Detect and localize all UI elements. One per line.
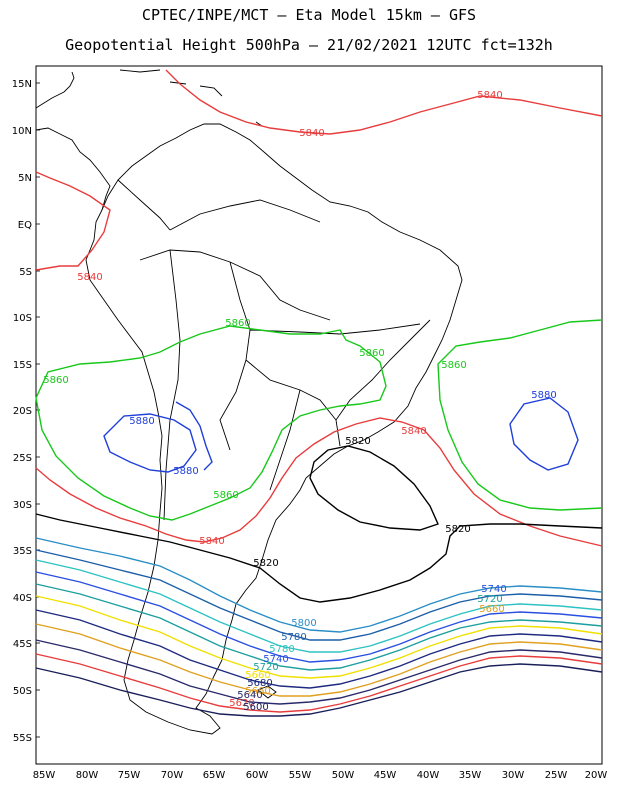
contour-label: 5840 <box>199 536 224 547</box>
lon-tick-label: 75W <box>118 770 141 781</box>
lon-tick-label: 45W <box>374 770 397 781</box>
contour-label: 5860 <box>213 490 238 501</box>
lon-tick-label: 50W <box>332 770 355 781</box>
contour-5840-south <box>35 417 603 547</box>
lon-tick-label: 65W <box>203 770 226 781</box>
lon-tick-label: 85W <box>33 770 56 781</box>
lat-tick-label: 40S <box>13 593 32 604</box>
contour-label: 5880 <box>531 390 556 401</box>
lon-tick-label: 55W <box>289 770 312 781</box>
lon-tick-label: 25W <box>545 770 568 781</box>
contour-label: 5840 <box>77 272 102 283</box>
contour-label: 5880 <box>129 416 154 427</box>
contour-label: 5660 <box>479 604 504 615</box>
contour-label: 5860 <box>225 318 250 329</box>
contour-5820-main <box>35 513 603 603</box>
contour-label: 5740 <box>481 584 506 595</box>
lat-tick-label: 15S <box>13 360 32 371</box>
contour-label: 5820 <box>253 558 278 569</box>
lat-tick-label: 5S <box>19 267 32 278</box>
map-title-line-2: Geopotential Height 500hPa – 21/02/2021 … <box>65 36 553 54</box>
contour-5860-atlantic <box>437 319 603 511</box>
lat-tick-label: 25S <box>13 453 32 464</box>
lat-tick-label: 35S <box>13 546 32 557</box>
lat-tick-label: 10S <box>13 313 32 324</box>
contour-5720 <box>35 583 603 671</box>
contour-label: 5740 <box>263 654 288 665</box>
contour-label: 5860 <box>441 360 466 371</box>
axis-ticks <box>36 82 40 738</box>
contour-5640 <box>35 639 603 705</box>
contour-5700 <box>35 595 603 679</box>
contour-label: 5860 <box>43 375 68 386</box>
contour-label: 5880 <box>173 466 198 477</box>
contour-label: 5720 <box>477 594 502 605</box>
contour-label: 5720 <box>253 662 278 673</box>
contour-label: 5840 <box>477 90 502 101</box>
contour-lines <box>35 69 603 717</box>
south-america-coast <box>85 123 463 735</box>
lat-tick-label: 30S <box>13 500 32 511</box>
lon-tick-label: 20W <box>585 770 608 781</box>
caribbean-islands <box>119 69 263 127</box>
contour-label: 5660 <box>245 686 270 697</box>
contour-label: 5600 <box>243 702 268 713</box>
lat-tick-label: 55S <box>13 733 32 744</box>
contour-label: 5820 <box>345 436 370 447</box>
lat-tick-label: 5N <box>18 173 32 184</box>
falkland-islands <box>257 685 277 699</box>
coastlines <box>35 69 463 735</box>
contour-label: 5860 <box>359 348 384 359</box>
lat-tick-label: EQ <box>18 220 32 231</box>
contour-5860-big <box>35 325 387 521</box>
contour-5660 <box>35 623 603 697</box>
contour-label: 5820 <box>445 524 470 535</box>
contour-5880-argentina <box>175 401 213 471</box>
contour-5600 <box>35 663 603 717</box>
lon-tick-label: 40W <box>417 770 440 781</box>
lon-tick-label: 30W <box>502 770 525 781</box>
contour-5880-bolivia <box>103 413 197 473</box>
contour-label: 5800 <box>291 618 316 629</box>
contour-label: 5780 <box>281 632 306 643</box>
lat-tick-label: 15N <box>12 79 32 90</box>
contour-5680 <box>35 609 603 689</box>
lon-tick-label: 70W <box>161 770 184 781</box>
contour-5620 <box>35 653 603 713</box>
contour-5820-loop <box>309 445 439 531</box>
contour-label: 5840 <box>299 128 324 139</box>
contour-labels: 5840 5840 5840 5840 5840 5860 5860 5860 … <box>43 90 556 713</box>
longitude-labels: 85W 80W 75W 70W 65W 60W 55W 50W 45W 40W … <box>33 770 608 781</box>
contour-5740 <box>35 571 603 663</box>
lat-tick-label: 45S <box>13 639 32 650</box>
contour-5840-west <box>35 171 111 271</box>
contour-label: 5620 <box>229 698 254 709</box>
lat-tick-label: 10N <box>12 126 32 137</box>
contour-5800 <box>35 537 603 633</box>
lon-tick-label: 60W <box>246 770 269 781</box>
contour-label: 5640 <box>237 690 262 701</box>
lon-tick-label: 80W <box>76 770 99 781</box>
contour-label: 5780 <box>269 644 294 655</box>
lat-tick-label: 20S <box>13 406 32 417</box>
central-america-coast <box>35 71 111 211</box>
contour-5780 <box>35 549 603 641</box>
contour-label: 5840 <box>401 426 426 437</box>
contour-5880-atlantic <box>509 397 579 471</box>
contour-5840-north <box>165 69 603 135</box>
latitude-labels: 15N 10N 5N EQ 5S 10S 15S 20S 25S 30S 35S… <box>12 79 32 744</box>
country-borders <box>117 179 431 521</box>
contour-label: 5660 <box>245 670 270 681</box>
lon-tick-label: 35W <box>459 770 482 781</box>
map-title-line-1: CPTEC/INPE/MCT – Eta Model 15km – GFS <box>141 6 477 24</box>
contour-label: 5680 <box>247 678 272 689</box>
lat-tick-label: 50S <box>13 686 32 697</box>
contour-5760 <box>35 559 603 653</box>
